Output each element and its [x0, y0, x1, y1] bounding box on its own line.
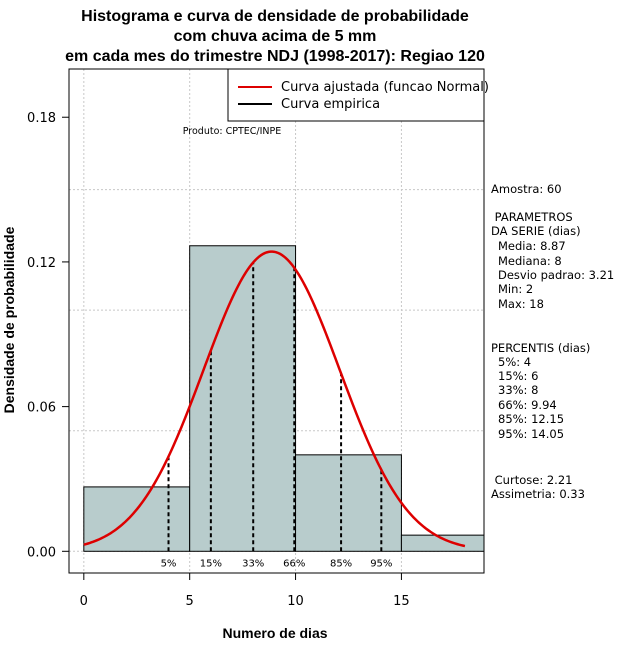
param-max: Max: 18	[498, 297, 544, 311]
params-heading-1: PARAMETROS	[491, 210, 573, 224]
percentile-label-2: 33%	[242, 558, 264, 569]
normal-curve	[83, 250, 466, 548]
histogram-bars	[83, 245, 485, 552]
percentile-label-4: 85%	[330, 558, 352, 569]
x-tick-label-1: 5	[186, 594, 194, 609]
x-tick-label-3: 15	[393, 594, 410, 609]
percentile-markers: 5% 15% 33% 66% 85% 95%	[161, 262, 392, 569]
stats-panel: Amostra: 60 PARAMETROS DA SERIE (dias) M…	[491, 182, 614, 501]
skewness: Assimetria: 0.33	[491, 487, 585, 501]
histogram-bar-0	[83, 486, 191, 552]
legend-label-fit: Curva ajustada (funcao Normal)	[281, 80, 489, 95]
legend: Curva ajustada (funcao Normal) Curva emp…	[227, 68, 489, 122]
param-min: Min: 2	[498, 282, 533, 296]
kurtosis: Curtose: 2.21	[491, 473, 572, 487]
percentile-label-1: 15%	[200, 558, 222, 569]
percentile-label-5: 95%	[370, 558, 392, 569]
y-tick-label-0: 0.00	[27, 545, 56, 560]
sample-size: Amostra: 60	[491, 182, 562, 196]
y-tick-label-3: 0.18	[27, 111, 56, 126]
y-axis-title: Densidade de probabilidade	[1, 226, 17, 413]
chart-title-line-3: em cada mes do trimestre NDJ (1998-2017)…	[65, 48, 485, 65]
percentil-5: 5%: 4	[498, 355, 531, 369]
chart-title-line-1: Histograma e curva de densidade de proba…	[81, 8, 469, 25]
x-tick-label-2: 10	[287, 594, 304, 609]
product-credit: Produto: CPTEC/INPE	[183, 126, 282, 137]
normal-fit-curve	[83, 250, 466, 548]
param-median: Mediana: 8	[498, 254, 562, 268]
chart-title-line-2: com chuva acima de 5 mm	[174, 28, 377, 45]
axes: 0 5 10 15 0.00 0.06 0.12 0.18	[27, 111, 410, 609]
param-mean: Media: 8.87	[498, 239, 566, 253]
percentil-85: 85%: 12.15	[498, 412, 564, 426]
percentile-label-3: 66%	[283, 558, 305, 569]
percentis-heading: PERCENTIS (dias)	[491, 341, 590, 355]
percentile-label-0: 5%	[161, 558, 177, 569]
y-tick-label-1: 0.06	[27, 401, 56, 416]
percentil-15: 15%: 6	[498, 369, 538, 383]
percentil-95: 95%: 14.05	[498, 427, 564, 441]
percentil-66: 66%: 9.94	[498, 398, 557, 412]
legend-label-empirical: Curva empirica	[281, 97, 380, 112]
y-tick-label-2: 0.12	[27, 256, 56, 271]
histogram-bar-2	[295, 454, 402, 552]
x-tick-label-0: 0	[80, 594, 88, 609]
legend-box	[227, 68, 485, 122]
params-heading-2: DA SERIE (dias)	[491, 224, 581, 238]
percentil-33: 33%: 8	[498, 383, 538, 397]
histogram-bar-1	[189, 245, 297, 552]
x-axis-title: Numero de dias	[222, 625, 327, 641]
param-sd: Desvio padrao: 3.21	[498, 268, 614, 282]
